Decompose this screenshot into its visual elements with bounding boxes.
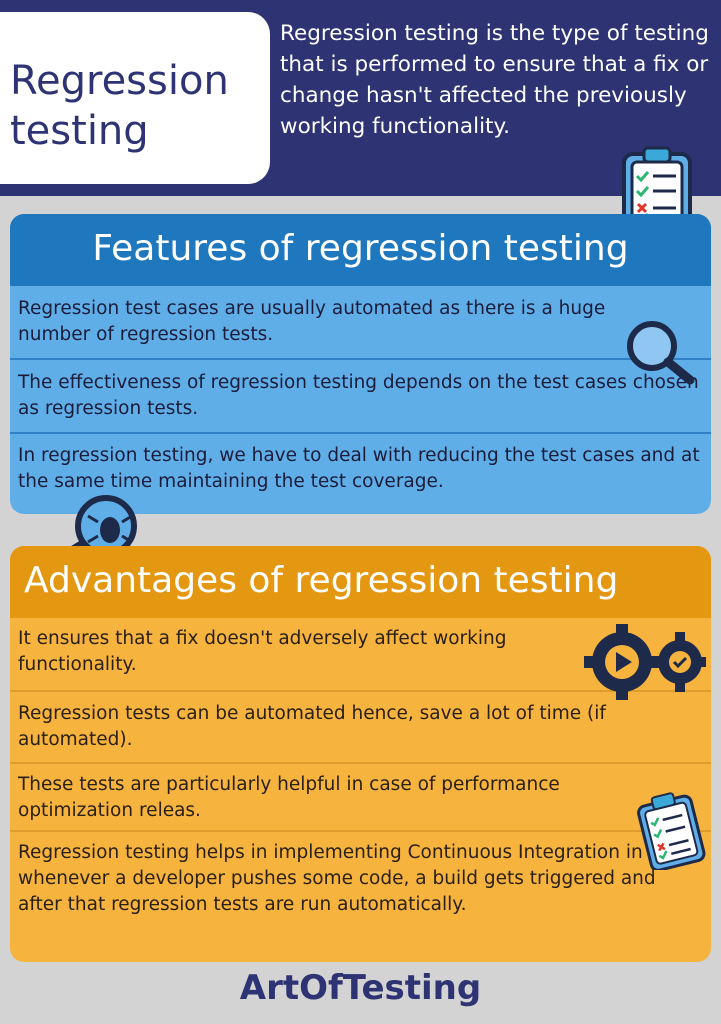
feature-item: Regression test cases are usually automa…: [18, 298, 606, 345]
feature-item: The effectiveness of regression testing …: [10, 358, 711, 432]
gears-icon: [584, 624, 706, 700]
title-line-2: testing: [10, 108, 149, 154]
advantages-heading: Advantages of regression testing: [10, 546, 711, 618]
features-section: Features of regression testing Regressio…: [10, 214, 711, 514]
title-box: Regression testing: [0, 12, 270, 184]
advantage-item: Regression testing helps in implementing…: [10, 830, 711, 960]
title-line-1: Regression: [10, 58, 229, 104]
advantage-item: Regression tests can be automated hence,…: [10, 690, 711, 762]
advantage-item: These tests are particularly helpful in …: [10, 762, 711, 830]
intro-text: Regression testing is the type of testin…: [280, 21, 709, 139]
advantages-section: Advantages of regression testing It ensu…: [10, 546, 711, 962]
advantage-item: It ensures that a fix doesn't adversely …: [18, 628, 507, 675]
features-heading: Features of regression testing: [10, 214, 711, 286]
magnifier-icon: [627, 321, 695, 385]
artoftesting-logo: ArtOfTesting: [239, 968, 482, 1008]
header-banner: Regression testing Regression testing is…: [0, 0, 721, 196]
page-title: Regression testing: [10, 56, 229, 156]
feature-item: In regression testing, we have to deal w…: [10, 432, 711, 512]
clipboard-small-icon: [637, 792, 706, 870]
